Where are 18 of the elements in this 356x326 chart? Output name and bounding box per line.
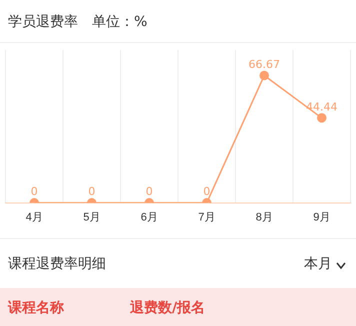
data-label: 0: [146, 185, 153, 198]
text: 退费数/报名: [130, 299, 206, 317]
x-tick-label: 5月: [83, 211, 100, 224]
text: 本月: [304, 255, 332, 273]
text: 课程退费率明细: [8, 255, 106, 273]
x-tick-label: 9月: [313, 211, 330, 224]
data-label: 44.44: [306, 100, 338, 114]
x-tick-label: 8月: [256, 211, 273, 224]
x-tick-label: 7月: [198, 211, 216, 224]
data-label: 66.67: [248, 58, 280, 71]
chart-title: 学员退费率: [8, 13, 78, 31]
text: 课程名称: [8, 299, 64, 317]
chart-subtitle: 单位：%: [92, 13, 148, 31]
x-tick-label: 6月: [140, 211, 158, 224]
data-label: 0: [203, 185, 210, 198]
x-tick-label: 4月: [26, 211, 43, 224]
data-label: 0: [88, 185, 96, 198]
data-label: 0: [30, 185, 38, 198]
